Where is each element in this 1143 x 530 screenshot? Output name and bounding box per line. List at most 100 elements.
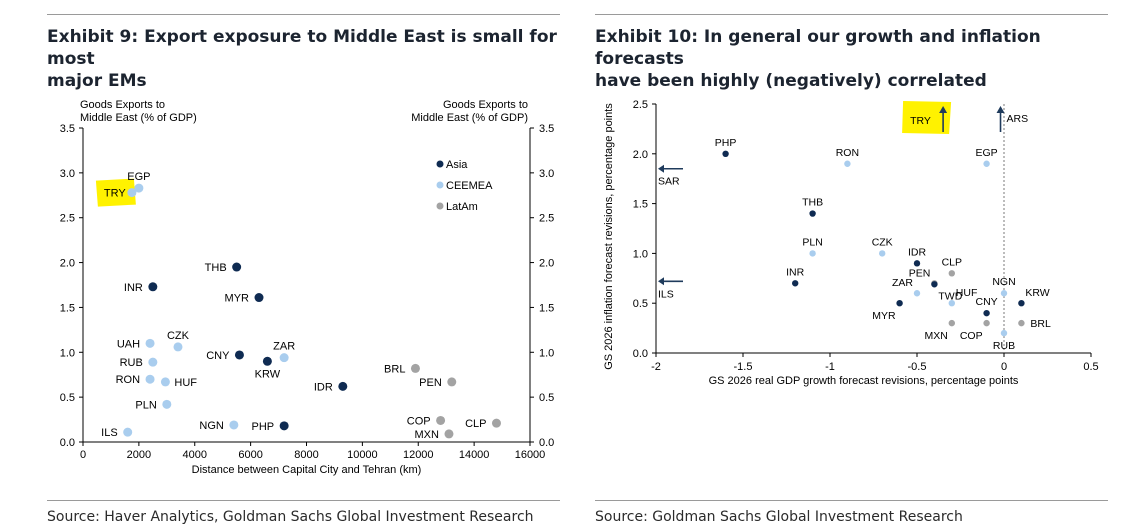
point-label-pen: PEN	[909, 267, 931, 279]
point-inr	[148, 282, 158, 292]
x-tick-label: 12000	[403, 449, 434, 461]
y-tick-label-right: 3.0	[539, 168, 554, 180]
exhibit9-chart: 0.0 0.0 0.5 0.5 1.0 1.0 1.5 1.5 2.0 2.0 2.5 2.5 3.0 3…	[60, 99, 555, 476]
exhibit9-title-line1: Exhibit 9: Export exposure to Middle Eas…	[47, 27, 557, 69]
point-label-idr: IDR	[908, 246, 927, 258]
point-label-czk: CZK	[872, 236, 893, 248]
point-label-idr: IDR	[314, 381, 333, 393]
exhibit10-source: Source: Goldman Sachs Global Investment …	[595, 509, 963, 525]
x-tick-label: 2000	[127, 449, 151, 461]
point-label-myr: MYR	[225, 293, 250, 305]
point-cny	[983, 309, 990, 317]
x-axis-title: Distance between Capital City and Tehran…	[192, 464, 422, 476]
x-tick-label: 0	[1001, 361, 1007, 373]
point-label-pen: PEN	[419, 377, 442, 389]
exhibit9-source: Source: Haver Analytics, Goldman Sachs G…	[47, 509, 534, 525]
point-php	[722, 150, 729, 157]
point-php	[279, 421, 289, 431]
point-label-mxn: MXN	[924, 330, 947, 342]
y-tick-label-left: 1.5	[60, 302, 75, 314]
point-cop	[436, 415, 446, 425]
y-axis-title: GS 2026 inflation forecast revisions, pe…	[603, 103, 615, 370]
point-twd	[931, 281, 938, 288]
point-myr	[254, 293, 264, 303]
exhibit9-title: Exhibit 9: Export exposure to Middle Eas…	[47, 26, 567, 92]
point-egp	[134, 183, 144, 193]
left-axis-title-line1: Goods Exports to	[80, 99, 165, 111]
point-label-cop: COP	[407, 415, 431, 427]
point-czk	[879, 250, 886, 257]
point-label-brl: BRL	[1030, 318, 1051, 330]
point-label-ngn: NGN	[992, 276, 1015, 288]
offscale-label-sar: SAR	[658, 176, 680, 188]
point-label-thb: THB	[802, 197, 823, 209]
point-label-huf: HUF	[956, 287, 978, 299]
point-ngn	[1000, 290, 1008, 297]
point-huf	[948, 300, 955, 307]
point-czk	[173, 342, 183, 352]
x-tick-label: 0.5	[1083, 361, 1098, 373]
point-pln	[162, 399, 172, 409]
point-mxn	[444, 429, 454, 439]
point-label-cny: CNY	[206, 350, 230, 362]
point-zar	[913, 290, 921, 297]
point-label-zar: ZAR	[892, 277, 913, 289]
y-tick-label: 0.0	[633, 348, 648, 360]
y-tick-label-left: 3.0	[60, 168, 75, 180]
point-label-ils: ILS	[101, 427, 118, 439]
point-rub	[148, 357, 158, 367]
legend-marker-asia	[436, 160, 444, 168]
point-ron	[844, 160, 851, 167]
point-label-cop: COP	[960, 330, 983, 342]
point-label-ron: RON	[836, 147, 859, 159]
x-tick-label: 14000	[459, 449, 490, 461]
point-label-inr: INR	[786, 266, 805, 278]
left-top-rule	[47, 14, 560, 15]
exhibit10-title-line1: Exhibit 10: In general our growth and in…	[595, 27, 1041, 69]
y-tick-label-left: 3.5	[60, 123, 75, 135]
point-ron	[145, 374, 155, 384]
point-zar	[279, 353, 289, 363]
y-tick-label: 2.0	[633, 149, 648, 161]
left-axis-title-line2: Middle East (% of GDP)	[80, 112, 197, 124]
point-label-uah: UAH	[117, 338, 140, 350]
y-tick-label: 1.5	[633, 199, 648, 211]
point-ngn	[229, 420, 239, 430]
legend-marker-latam	[436, 202, 444, 210]
point-pln	[809, 250, 816, 257]
y-tick-label-right: 1.5	[539, 302, 554, 314]
y-tick-label-right: 3.5	[539, 123, 554, 135]
point-label-thb: THB	[205, 262, 227, 274]
point-ils	[123, 427, 133, 437]
point-myr	[896, 300, 903, 307]
exhibit10-chart: 0.0 0.5 1.0 1.5 2.0 2.5 -2 -1.5 -1 -0.5 0 0.5 GS 202…	[603, 99, 1099, 387]
exhibit9-title-line2: major EMs	[47, 71, 147, 91]
point-label-myr: MYR	[872, 310, 896, 322]
x-tick-label: -1	[825, 361, 835, 373]
left-bottom-rule	[47, 500, 560, 501]
x-axis-title: GS 2026 real GDP growth forecast revisio…	[709, 375, 1019, 387]
y-tick-label: 0.5	[633, 298, 648, 310]
offscale-label-ils: ILS	[658, 288, 674, 300]
point-uah	[145, 338, 155, 348]
exhibit10-title-line2: have been highly (negatively) correlated	[595, 71, 987, 91]
legend-label-ceemea: CEEMEA	[446, 180, 493, 192]
point-krw	[262, 356, 272, 366]
point-idr	[913, 260, 921, 267]
offscale-arrowhead-ars	[996, 106, 1005, 113]
y-tick-label-right: 2.0	[539, 258, 554, 270]
right-axis-title-line1: Goods Exports to	[443, 99, 528, 111]
x-tick-label: -2	[651, 361, 661, 373]
point-try	[127, 188, 137, 198]
point-brl	[410, 363, 420, 373]
point-label-brl: BRL	[384, 363, 405, 375]
point-brl	[1018, 319, 1025, 327]
x-tick-label: 16000	[515, 449, 546, 461]
legend-marker-ceemea	[436, 181, 444, 189]
x-tick-label: 8000	[294, 449, 318, 461]
y-tick-label-left: 0.0	[60, 437, 75, 449]
point-label-huf: HUF	[174, 377, 197, 389]
point-label-rub: RUB	[120, 357, 143, 369]
y-tick-label-right: 2.5	[539, 213, 554, 225]
x-tick-label: 6000	[238, 449, 262, 461]
